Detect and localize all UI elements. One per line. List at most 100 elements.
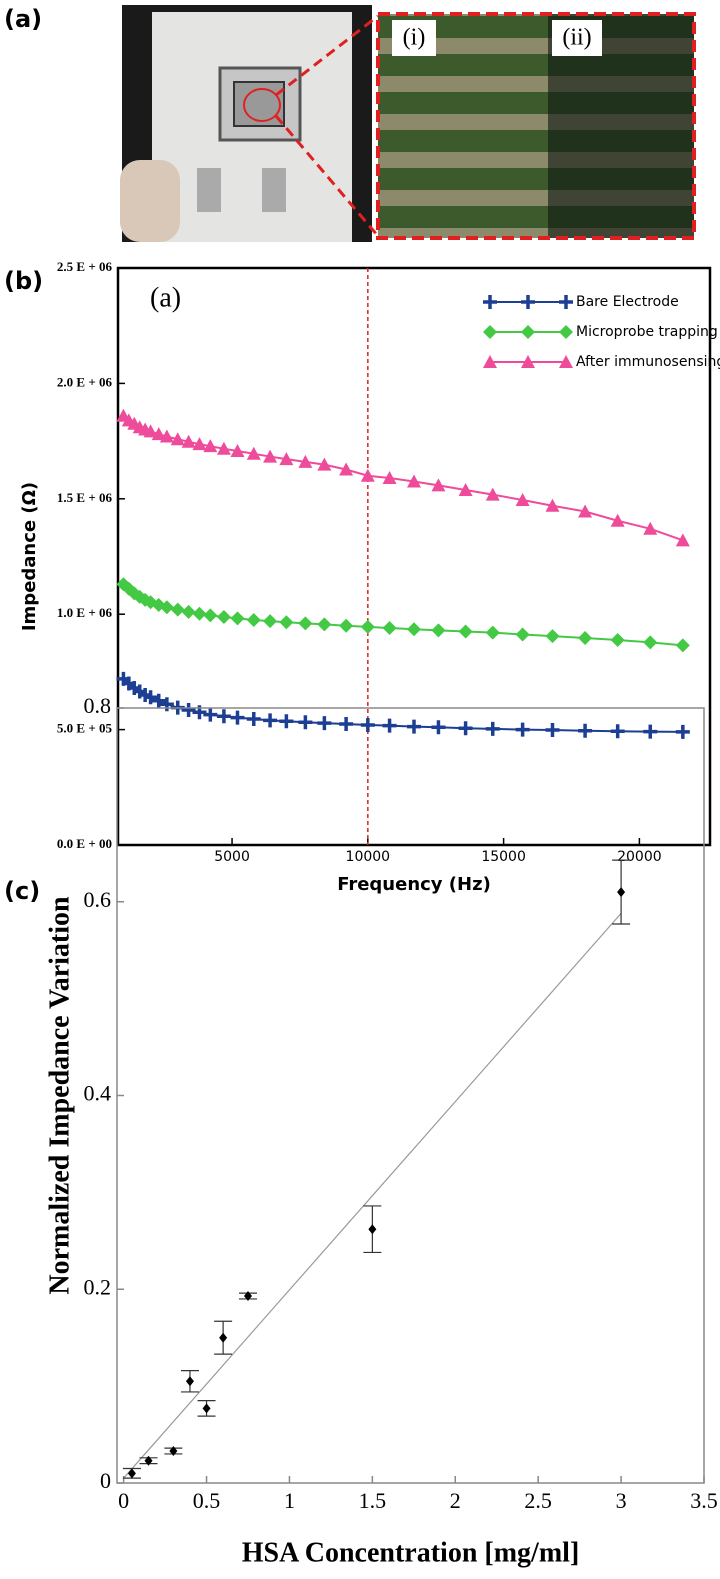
legend-label: After immunosensing	[576, 354, 720, 370]
marker-plus	[279, 714, 294, 729]
marker-plus	[485, 721, 500, 736]
legend-marker	[521, 295, 535, 309]
legend-marker	[483, 355, 497, 368]
x-tick-label: 0	[118, 1488, 129, 1513]
marker-diamond	[458, 624, 473, 639]
legend-marker	[521, 355, 535, 368]
marker-diamond	[279, 615, 294, 630]
marker-plus	[339, 717, 354, 732]
marker-triangle	[230, 444, 245, 458]
marker-diamond	[230, 611, 245, 626]
y-axis-label: Normalized Impedance Variation	[44, 896, 75, 1295]
x-axis-label: HSA Concentration [mg/ml]	[242, 1537, 580, 1568]
panel-label: (a)	[4, 5, 42, 33]
y-tick-label: 2.0 E + 06	[57, 374, 113, 389]
data-point	[169, 1446, 178, 1457]
photo-label: (ii)	[562, 25, 591, 51]
plot-frame	[116, 266, 712, 847]
marker-plus	[246, 711, 261, 726]
data-point	[617, 887, 626, 898]
marker-triangle	[181, 434, 196, 448]
marker-triangle	[246, 446, 261, 460]
marker-diamond	[643, 635, 658, 650]
marker-triangle	[203, 439, 218, 453]
marker-plus	[382, 718, 397, 733]
x-tick-label: 1.5	[359, 1488, 387, 1513]
marker-diamond	[485, 625, 500, 640]
marker-triangle	[216, 441, 231, 455]
marker-diamond	[407, 622, 421, 637]
y-tick-label: 1.0 E + 06	[57, 605, 113, 620]
x-tick-label: 1	[284, 1488, 295, 1513]
panel-label: (b)	[4, 267, 43, 295]
marker-triangle	[610, 513, 625, 527]
marker-triangle	[159, 429, 174, 443]
x-tick-label: 5000	[214, 849, 250, 865]
marker-diamond	[246, 612, 261, 627]
marker-diamond	[116, 577, 131, 592]
marker-diamond	[545, 629, 560, 644]
marker-plus	[643, 724, 658, 739]
legend-marker	[521, 325, 535, 339]
calibration-chart: 0 0.2 0.4 0.6 0.8 0 0.5 1 1.5 2 2.5 3 3.5 HSA Concent…	[44, 693, 717, 1568]
photo-micrograph	[376, 12, 696, 240]
marker-diamond	[203, 608, 218, 623]
marker-triangle	[578, 504, 593, 518]
series-line	[122, 414, 684, 542]
marker-plus	[181, 702, 196, 717]
marker-triangle	[515, 492, 530, 506]
x-tick-label: 2.5	[524, 1488, 552, 1513]
y-tick-label: 2.5 E + 06	[57, 259, 113, 274]
fit-line	[123, 912, 622, 1479]
marker-plus	[458, 721, 473, 736]
y-tick-label: 0.6	[84, 887, 112, 912]
marker-diamond	[339, 618, 354, 633]
marker-triangle	[279, 452, 294, 466]
marker-triangle	[382, 471, 397, 485]
marker-triangle	[431, 478, 446, 492]
marker-diamond	[578, 630, 593, 645]
y-tick-label: 5.0 E + 05	[57, 721, 113, 736]
marker-diamond	[159, 600, 174, 615]
marker-triangle	[458, 483, 473, 497]
marker-plus	[317, 716, 332, 731]
marker-plus	[610, 724, 625, 739]
y-tick-label: 0.8	[84, 693, 112, 718]
marker-plus	[407, 719, 421, 734]
marker-diamond	[675, 638, 690, 653]
marker-diamond	[216, 609, 231, 624]
x-tick-label: 20000	[617, 849, 662, 865]
marker-diamond	[298, 616, 313, 631]
marker-triangle	[545, 498, 560, 512]
data-point	[243, 1291, 252, 1302]
data-point	[144, 1455, 153, 1466]
marker-plus	[360, 717, 375, 732]
marker-plus	[298, 715, 313, 730]
data-point	[202, 1403, 211, 1414]
marker-triangle	[263, 449, 278, 463]
marker-plus	[216, 709, 231, 724]
marker-triangle	[170, 432, 185, 446]
x-tick-label: 3	[616, 1488, 627, 1513]
marker-plus	[578, 723, 593, 738]
legend-marker	[483, 325, 497, 339]
y-tick-label: 0.2	[84, 1274, 112, 1299]
data-point	[127, 1468, 136, 1479]
y-tick-label: 0.0 E + 00	[57, 836, 112, 851]
marker-diamond	[610, 633, 625, 648]
marker-triangle	[151, 427, 166, 441]
legend-marker	[483, 295, 497, 309]
y-tick-label: 0	[100, 1468, 111, 1493]
marker-triangle	[317, 457, 332, 471]
series-line	[122, 678, 683, 733]
marker-diamond	[170, 602, 185, 617]
x-tick-label: 10000	[346, 849, 391, 865]
marker-diamond	[181, 604, 196, 619]
x-tick-label: 15000	[481, 849, 526, 865]
marker-diamond	[431, 623, 446, 638]
marker-plus	[263, 713, 278, 728]
marker-triangle	[339, 462, 354, 476]
marker-triangle	[360, 468, 375, 482]
photo-device	[120, 5, 380, 242]
legend-marker	[559, 355, 573, 368]
